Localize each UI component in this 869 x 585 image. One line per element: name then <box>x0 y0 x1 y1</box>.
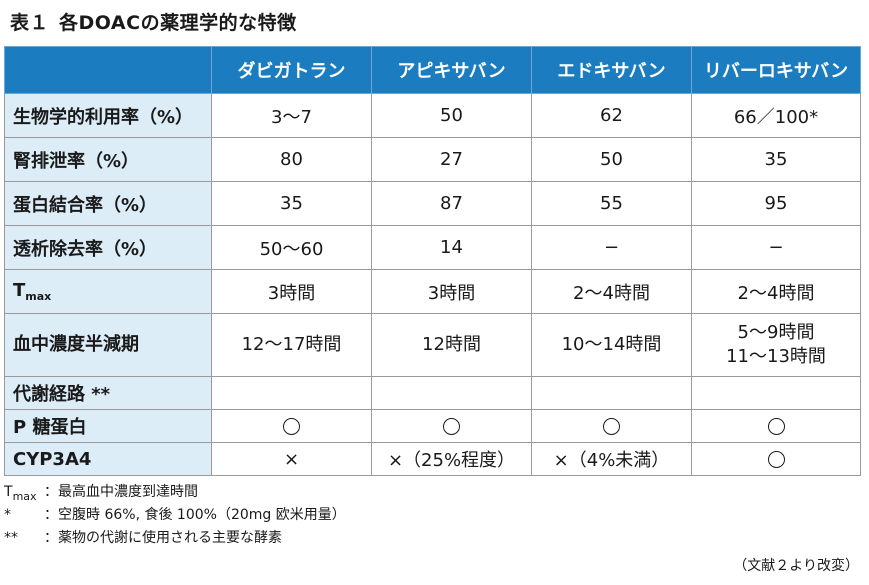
table-cell: 62 <box>531 93 692 138</box>
row-label: Tmax <box>4 269 212 314</box>
table-cell <box>691 442 861 476</box>
table-cell: 35 <box>211 181 372 226</box>
table-cell: 3〜7 <box>211 93 372 138</box>
table-cell: 87 <box>371 181 532 226</box>
row-label: 腎排泄率（%） <box>4 137 212 182</box>
table-row-renal-excretion: 腎排泄率（%） 80 27 50 35 <box>4 137 861 182</box>
footnote-key: Tmax <box>4 481 37 508</box>
table-row-tmax: Tmax 3時間 3時間 2〜4時間 2〜4時間 <box>4 269 861 314</box>
table-row-protein-binding: 蛋白結合率（%） 35 87 55 95 <box>4 181 861 226</box>
doac-table: ダビガトラン アピキサバン エドキサバン リバーロキサバン 生物学的利用率（%）… <box>4 46 861 476</box>
table-title: 表１ 各DOACの薬理学的な特徴 <box>4 8 297 35</box>
footnote-text: 最高血中濃度到達時間 <box>58 484 198 500</box>
table-cell <box>531 409 692 443</box>
table-cell: 10〜14時間 <box>531 313 692 377</box>
table-cell: 80 <box>211 137 372 182</box>
table-number: 表１ <box>10 12 50 34</box>
row-label: 透析除去率（%） <box>4 225 212 270</box>
row-label: 生物学的利用率（%） <box>4 93 212 138</box>
circle-mark-icon <box>767 418 785 435</box>
header-corner-cell <box>4 46 212 94</box>
row-label-main: T <box>13 280 26 301</box>
table-cell: ×（4%未満） <box>531 442 692 476</box>
row-label: CYP3A4 <box>4 442 212 476</box>
cell-line: 5〜9時間 <box>737 321 815 343</box>
column-header-rivaroxaban: リバーロキサバン <box>691 46 861 94</box>
table-cell: ×（25%程度） <box>371 442 532 476</box>
table-cell: 50 <box>371 93 532 138</box>
table-cell: 35 <box>691 137 861 182</box>
table-cell: 2〜4時間 <box>691 269 861 314</box>
table-row-p-glycoprotein: P 糖蛋白 <box>4 409 861 443</box>
table-row-metabolic-pathway: 代謝経路 ** <box>4 376 861 410</box>
table-cell <box>211 376 372 410</box>
table-cell: 14 <box>371 225 532 270</box>
footnote-colon: ： <box>44 507 58 523</box>
table-cell <box>691 376 861 410</box>
table-cell: 3時間 <box>211 269 372 314</box>
table-cell <box>531 376 692 410</box>
footnote-text: 空腹時 66%, 食後 100%（20mg 欧米用量） <box>58 507 346 523</box>
row-label: P 糖蛋白 <box>4 409 212 443</box>
table-cell: 50 <box>531 137 692 182</box>
column-header-apixaban: アピキサバン <box>371 46 532 94</box>
footnote-key-subscript: max <box>12 490 37 503</box>
table-row-half-life: 血中濃度半減期 12〜17時間 12時間 10〜14時間 5〜9時間 11〜13時… <box>4 313 861 377</box>
table-cell <box>211 409 372 443</box>
footnote-key: ** <box>4 530 18 546</box>
footnote-colon: ： <box>44 530 58 546</box>
table-row-cyp3a4: CYP3A4 × ×（25%程度） ×（4%未満） <box>4 442 861 476</box>
table-cell: − <box>691 225 861 270</box>
table-cell <box>691 409 861 443</box>
table-row-bioavailability: 生物学的利用率（%） 3〜7 50 62 66／100* <box>4 93 861 138</box>
table-caption: 各DOACの薬理学的な特徴 <box>59 12 297 34</box>
table-cell <box>371 409 532 443</box>
circle-mark-icon <box>767 451 785 468</box>
footnote-key-main: T <box>4 484 13 500</box>
cell-line: 11〜13時間 <box>726 346 826 367</box>
table-cell: 50〜60 <box>211 225 372 270</box>
column-header-dabigatran: ダビガトラン <box>211 46 372 94</box>
header-row: ダビガトラン アピキサバン エドキサバン リバーロキサバン <box>4 46 861 94</box>
circle-mark-icon <box>443 418 460 435</box>
source-citation: （文献２より改変） <box>733 558 859 574</box>
table-cell: 5〜9時間 11〜13時間 <box>691 313 861 377</box>
table-cell: 66／100* <box>691 93 861 138</box>
footnote-key: * <box>4 507 11 523</box>
table-cell: 95 <box>691 181 861 226</box>
row-label: 蛋白結合率（%） <box>4 181 212 226</box>
table-cell: 12時間 <box>371 313 532 377</box>
table-cell <box>371 376 532 410</box>
table-cell: 3時間 <box>371 269 532 314</box>
table-cell: × <box>211 442 372 476</box>
column-header-edoxaban: エドキサバン <box>531 46 692 94</box>
row-label: 代謝経路 ** <box>4 376 212 410</box>
table-cell: 2〜4時間 <box>531 269 692 314</box>
circle-mark-icon <box>283 418 300 435</box>
footnote-text: 薬物の代謝に使用される主要な酵素 <box>58 530 282 546</box>
circle-mark-icon <box>603 418 620 435</box>
table-cell: − <box>531 225 692 270</box>
row-label: 血中濃度半減期 <box>4 313 212 377</box>
row-label-subscript: max <box>25 290 52 303</box>
table-cell: 12〜17時間 <box>211 313 372 377</box>
table-cell: 27 <box>371 137 532 182</box>
table-row-dialysis-removal: 透析除去率（%） 50〜60 14 − − <box>4 225 861 270</box>
table-cell: 55 <box>531 181 692 226</box>
footnote-colon: ： <box>44 484 58 500</box>
